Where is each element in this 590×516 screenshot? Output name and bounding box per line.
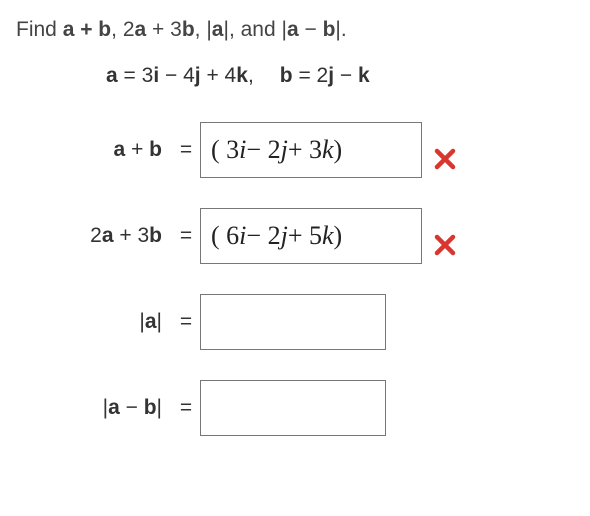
equals-sign: = bbox=[172, 224, 200, 248]
prompt-prefix: Find bbox=[16, 18, 63, 41]
prompt-sep-1: , bbox=[195, 18, 207, 41]
row-label: |a − b| bbox=[16, 396, 172, 420]
prompt-sep-0: , bbox=[111, 18, 123, 41]
answer-row-2: |a|= bbox=[16, 294, 574, 350]
prompt-term-3a: a bbox=[287, 18, 299, 41]
answer-input[interactable]: ( 3i − 2j + 3k ) bbox=[200, 122, 422, 178]
answer-row-3: |a − b|= bbox=[16, 380, 574, 436]
given-b-eq: = bbox=[293, 64, 317, 87]
answer-input[interactable] bbox=[200, 380, 386, 436]
given-a-eq: = bbox=[118, 64, 142, 87]
given-b-p2: − bbox=[334, 64, 358, 87]
question-prompt: Find a + b, 2a + 3b, |a|, and |a − b|. bbox=[16, 18, 574, 42]
given-a-comma: , bbox=[248, 64, 254, 87]
answer-row-0: a + b=( 3i − 2j + 3k ) bbox=[16, 122, 574, 178]
prompt-term-1a: a bbox=[135, 18, 147, 41]
equals-sign: = bbox=[172, 310, 200, 334]
given-b-k: k bbox=[358, 64, 370, 87]
given-a-k: k bbox=[236, 64, 248, 87]
prompt-term-3b: b bbox=[323, 18, 336, 41]
given-a-label: a bbox=[106, 64, 118, 87]
prompt-term-1b: b bbox=[182, 18, 195, 41]
row-label: a + b bbox=[16, 138, 172, 162]
wrong-icon bbox=[434, 234, 456, 256]
answer-row-1: 2a + 3b=( 6i − 2j + 5k ) bbox=[16, 208, 574, 264]
equals-sign: = bbox=[172, 138, 200, 162]
given-vectors: a = 3i − 4j + 4k,b = 2j − k bbox=[106, 64, 574, 88]
answer-rows: a + b=( 3i − 2j + 3k )2a + 3b=( 6i − 2j … bbox=[16, 122, 574, 436]
prompt-term-0: a + b bbox=[63, 18, 111, 41]
answer-input[interactable]: ( 6i − 2j + 5k ) bbox=[200, 208, 422, 264]
given-a-p2: − 4 bbox=[159, 64, 195, 87]
row-label: |a| bbox=[16, 310, 172, 334]
prompt-and: , and bbox=[229, 18, 282, 41]
given-b-p0: 2 bbox=[317, 64, 329, 87]
prompt-term-1-pre: 2 bbox=[123, 18, 135, 41]
prompt-suffix: . bbox=[341, 18, 347, 41]
wrong-icon bbox=[434, 148, 456, 170]
equals-sign: = bbox=[172, 396, 200, 420]
given-a-p0: 3 bbox=[142, 64, 154, 87]
given-b-label: b bbox=[280, 64, 293, 87]
answer-input[interactable] bbox=[200, 294, 386, 350]
given-a-p4: + 4 bbox=[201, 64, 237, 87]
row-label: 2a + 3b bbox=[16, 224, 172, 248]
prompt-term-2: a bbox=[212, 18, 224, 41]
